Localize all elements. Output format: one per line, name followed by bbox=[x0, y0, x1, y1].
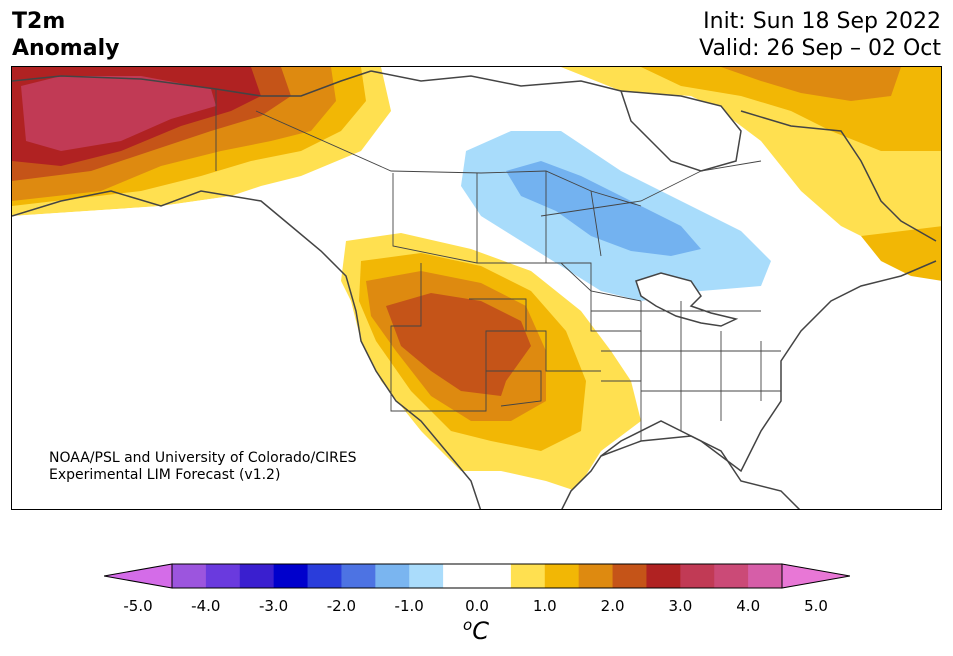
unit-degree-symbol: o bbox=[463, 616, 473, 634]
colorbar-bin bbox=[172, 564, 207, 588]
colorbar-min-arrow bbox=[103, 563, 173, 589]
map-svg bbox=[12, 67, 941, 509]
east-coastline bbox=[600, 260, 937, 473]
colorbar-bin bbox=[544, 564, 580, 588]
title-line-1: T2m bbox=[12, 9, 66, 34]
title-line-2: Anomaly bbox=[12, 36, 120, 61]
gulf-of-mexico bbox=[561, 435, 801, 509]
colorbar-bin bbox=[375, 564, 410, 588]
anomaly-warm-6-northwest bbox=[21, 76, 216, 151]
unit-letter: C bbox=[472, 617, 489, 645]
pacific-coast-water bbox=[12, 196, 480, 509]
colorbar-bin bbox=[578, 564, 614, 588]
colorbar-outline bbox=[171, 563, 783, 589]
colorbar-bins bbox=[172, 564, 783, 588]
colorbar-bin bbox=[714, 564, 749, 588]
anomaly-map: NOAA/PSL and University of Colorado/CIRE… bbox=[11, 66, 942, 510]
colorbar-max-arrow bbox=[781, 563, 851, 589]
political-borders bbox=[215, 89, 781, 441]
colorbar-bin bbox=[409, 564, 444, 588]
colorbar-bin bbox=[477, 564, 512, 588]
colorbar-bin bbox=[443, 564, 478, 588]
colorbar-bin bbox=[612, 564, 647, 588]
west-coastline bbox=[12, 190, 482, 509]
colorbar-tick-label: -3.0 bbox=[258, 597, 289, 615]
great-lakes bbox=[635, 272, 739, 327]
colorbar bbox=[103, 563, 851, 589]
map-title: T2m Anomaly bbox=[12, 8, 119, 62]
valid-dates: Valid: 26 Sep – 02 Oct bbox=[699, 36, 941, 61]
credit-text: NOAA/PSL and University of Colorado/CIRE… bbox=[49, 450, 357, 484]
colorbar-svg bbox=[103, 563, 851, 589]
forecast-dates: Init: Sun 18 Sep 2022 Valid: 26 Sep – 02… bbox=[699, 8, 941, 62]
colorbar-tick-label: -1.0 bbox=[394, 597, 424, 615]
colorbar-bin bbox=[341, 564, 376, 588]
colorbar-bin bbox=[748, 564, 783, 588]
anomaly-cool-2-central bbox=[506, 161, 701, 256]
colorbar-bin bbox=[205, 564, 241, 588]
colorbar-bin bbox=[239, 564, 275, 588]
colorbar-tick-label: 1.0 bbox=[532, 597, 557, 615]
colorbar-unit: oC bbox=[463, 616, 489, 645]
colorbar-bin bbox=[307, 564, 342, 588]
colorbar-tick-label: -5.0 bbox=[123, 597, 153, 615]
colorbar-tick-label: 0.0 bbox=[465, 597, 489, 615]
colorbar-tick-label: -4.0 bbox=[191, 597, 221, 615]
credit-line-1: NOAA/PSL and University of Colorado/CIRE… bbox=[49, 450, 357, 466]
atlantic-water bbox=[761, 286, 941, 509]
init-date: Init: Sun 18 Sep 2022 bbox=[703, 9, 941, 34]
colorbar-tick-label: 3.0 bbox=[668, 597, 693, 615]
colorbar-tick-label: 4.0 bbox=[736, 597, 761, 615]
colorbar-bin bbox=[646, 564, 681, 588]
hudson-bay bbox=[619, 90, 742, 172]
credit-line-2: Experimental LIM Forecast (v1.2) bbox=[49, 467, 281, 483]
colorbar-tick-label: -2.0 bbox=[326, 597, 357, 615]
anomaly-warm-3-northeast bbox=[721, 67, 901, 101]
anomaly-warm-4-southwest bbox=[386, 293, 531, 396]
colorbar-tick-label: 5.0 bbox=[804, 597, 828, 615]
colorbar-bin bbox=[680, 564, 715, 588]
colorbar-tick-label: 2.0 bbox=[600, 597, 625, 615]
alaska-coastline bbox=[12, 70, 372, 97]
colorbar-bin bbox=[273, 564, 309, 588]
canada-arctic-coast bbox=[370, 70, 937, 242]
colorbar-bin bbox=[510, 564, 546, 588]
